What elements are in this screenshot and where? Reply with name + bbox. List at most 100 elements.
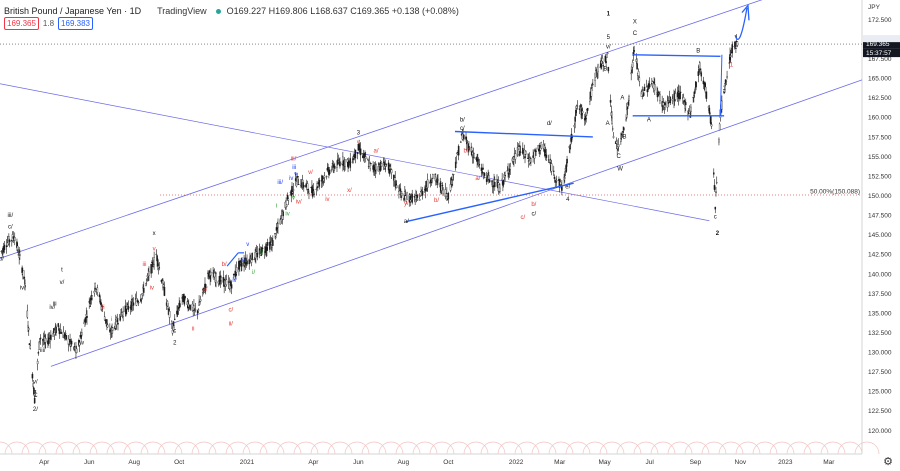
candle-body [351, 161, 354, 163]
wave-label: iii [143, 262, 147, 268]
candle-body [460, 141, 462, 143]
wave-label: X [633, 19, 637, 25]
candle-body [194, 309, 197, 311]
bid-ask-row: 169.365 1.8 169.383 [4, 17, 93, 30]
candle-body [502, 180, 505, 185]
candle-body [181, 297, 183, 299]
candle-body [22, 270, 25, 278]
candle-body [358, 145, 360, 151]
candle-body [266, 247, 268, 252]
projection-arrow [734, 3, 750, 41]
candle-body [543, 145, 545, 150]
candle-body [27, 327, 30, 331]
candle-body [327, 166, 329, 171]
candle-body [171, 321, 173, 324]
bottom-arc [497, 441, 523, 455]
candle-body [718, 139, 720, 143]
candle-body [6, 242, 9, 246]
candle-body [318, 179, 321, 187]
candle-body [208, 270, 211, 274]
candle-body [184, 296, 186, 299]
candle-body [64, 333, 66, 337]
price-alert-bar [863, 35, 900, 43]
candle-body [483, 172, 486, 177]
candle-body [256, 252, 259, 258]
candle-body [64, 332, 67, 334]
candle-body [699, 62, 701, 69]
candle-body [277, 223, 279, 228]
bottom-arc [327, 441, 353, 455]
candle-body [605, 61, 607, 63]
candle-body [1, 250, 3, 252]
candle-body [648, 83, 651, 88]
bottom-arc [21, 441, 47, 455]
bottom-arc [633, 441, 659, 455]
bottom-arc [514, 441, 540, 455]
candle-body [60, 331, 62, 334]
candle-body [573, 125, 576, 127]
candle-body [532, 155, 534, 158]
candle-body [239, 260, 242, 263]
price-tick-label: 132.500 [868, 330, 892, 337]
wave-label: A [606, 121, 610, 127]
settings-gear-icon[interactable]: ⚙ [883, 456, 893, 468]
wave-label: 4 [566, 197, 570, 203]
candle-body [491, 180, 493, 183]
candle-body [455, 162, 458, 164]
wave-label: v [246, 242, 249, 248]
candle-body [726, 76, 728, 78]
candle-body [713, 172, 715, 175]
wave-label: a/ [404, 219, 409, 225]
candle-body [306, 183, 309, 190]
candle-body [24, 283, 26, 288]
symbol-title[interactable]: British Pound / Japanese Yen · 1D [4, 6, 142, 16]
wave-label: v [153, 246, 156, 252]
candle-body [266, 241, 269, 246]
candle-body [193, 305, 195, 311]
wave-label: i [111, 317, 112, 323]
bottom-arc [837, 441, 863, 455]
candle-body [406, 192, 408, 200]
price-tick-label: 152.500 [868, 173, 892, 180]
candle-body [642, 92, 645, 96]
candle-body [380, 163, 383, 167]
projection-arrow-curve [734, 7, 748, 41]
candle-body [132, 302, 135, 306]
candle-body [158, 267, 161, 269]
candle-body [103, 316, 106, 321]
wave-label: B [623, 135, 627, 141]
candle-body [187, 303, 190, 308]
bottom-arc [599, 441, 625, 455]
candle-body [197, 309, 200, 311]
candle-body [248, 259, 251, 265]
candle-body [699, 68, 702, 70]
bottom-arc [0, 441, 13, 455]
candle-body [444, 189, 447, 197]
candle-body [527, 157, 529, 159]
candle-body [94, 282, 96, 288]
buy-price-button[interactable]: 169.383 [58, 17, 93, 30]
candle-body [207, 274, 210, 277]
candle-body [578, 108, 581, 110]
candle-body [540, 142, 543, 149]
candle-body [485, 178, 488, 182]
candle-body [70, 340, 73, 345]
candle-body [150, 264, 152, 274]
candle-body [19, 254, 21, 256]
candle-body [504, 175, 506, 177]
current-price-badge: 169.365 15:37:57 [863, 35, 900, 58]
bottom-arc [463, 441, 489, 455]
candle-body [576, 105, 579, 107]
bottom-arc-pattern [0, 441, 880, 455]
candle-body [435, 176, 437, 182]
candle-body [315, 188, 318, 190]
candle-body [274, 233, 276, 235]
candle-body [172, 322, 175, 326]
candle-body [26, 310, 29, 318]
wave-label: iv/ [296, 200, 302, 206]
sell-price-button[interactable]: 169.365 [4, 17, 39, 30]
candle-body [631, 61, 634, 68]
wave-label: c/ [520, 215, 525, 221]
